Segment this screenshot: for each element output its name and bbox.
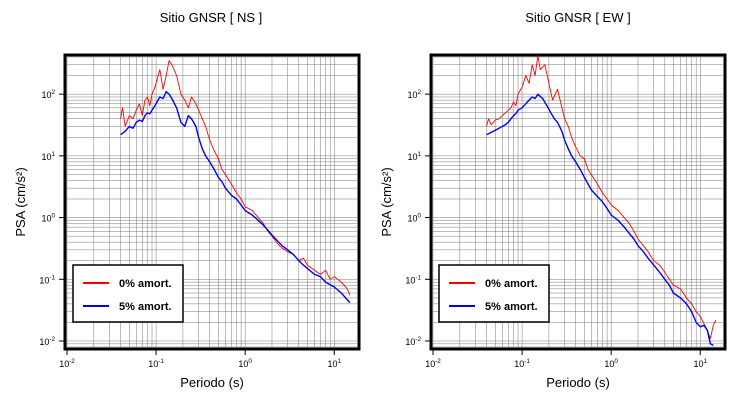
- x-axis-label: Periodo (s): [180, 375, 244, 390]
- series-line-2: [120, 90, 351, 304]
- tick-marks: [59, 93, 335, 355]
- x-tick-label: 10-2: [59, 358, 75, 369]
- series-line-1: [486, 55, 717, 339]
- legend-label-2: 5% amort.: [485, 301, 538, 313]
- x-tick-label: 10-1: [148, 358, 164, 369]
- plot-frame: [63, 53, 361, 351]
- x-tick-label: 10-1: [514, 358, 530, 369]
- legend-label-2: 5% amort.: [119, 301, 172, 313]
- plot-frame: [429, 53, 727, 351]
- y-tick-label: 101: [407, 151, 421, 162]
- y-tick-label: 10-1: [405, 274, 421, 285]
- x-tick-label: 10-2: [425, 358, 441, 369]
- y-tick-label: 10-2: [405, 336, 421, 347]
- x-axis-label: Periodo (s): [546, 375, 610, 390]
- y-tick-label: 10-1: [39, 274, 55, 285]
- legend: 0% amort. 5% amort.: [72, 264, 184, 323]
- legend-box: [72, 264, 184, 323]
- chart-title: Sitio GNSR [ EW ]: [525, 10, 630, 25]
- y-tick-label: 100: [407, 213, 421, 224]
- x-tick-label: 100: [604, 358, 618, 369]
- x-tick-label: 100: [238, 358, 252, 369]
- x-tick-label: 101: [693, 358, 707, 369]
- chart-title: Sitio GNSR [ NS ]: [160, 10, 263, 25]
- y-axis-label: PSA (cm/s²): [379, 167, 394, 236]
- y-tick-label: 102: [41, 89, 55, 100]
- y-tick-label: 100: [41, 213, 55, 224]
- legend-label-1: 0% amort.: [485, 278, 538, 290]
- chart-panel-2: Sitio GNSR [ EW ] 10-2 10-1 100 101 10-2 10-1 1…: [379, 10, 727, 390]
- grid: [66, 56, 357, 348]
- tick-marks: [425, 93, 701, 355]
- x-tick-label: 101: [327, 358, 341, 369]
- y-tick-label: 10-2: [39, 336, 55, 347]
- series-line-1: [120, 60, 351, 296]
- legend: 0% amort. 5% amort.: [438, 264, 550, 323]
- legend-label-1: 0% amort.: [119, 278, 172, 290]
- legend-box: [438, 264, 550, 323]
- y-tick-label: 101: [41, 151, 55, 162]
- chart-panel-1: Sitio GNSR [ NS ] 10-2 10-1 100 101 10-2 10-1 1…: [13, 10, 361, 390]
- y-tick-label: 102: [407, 89, 421, 100]
- y-axis-label: PSA (cm/s²): [13, 167, 28, 236]
- series-line-2: [486, 93, 714, 347]
